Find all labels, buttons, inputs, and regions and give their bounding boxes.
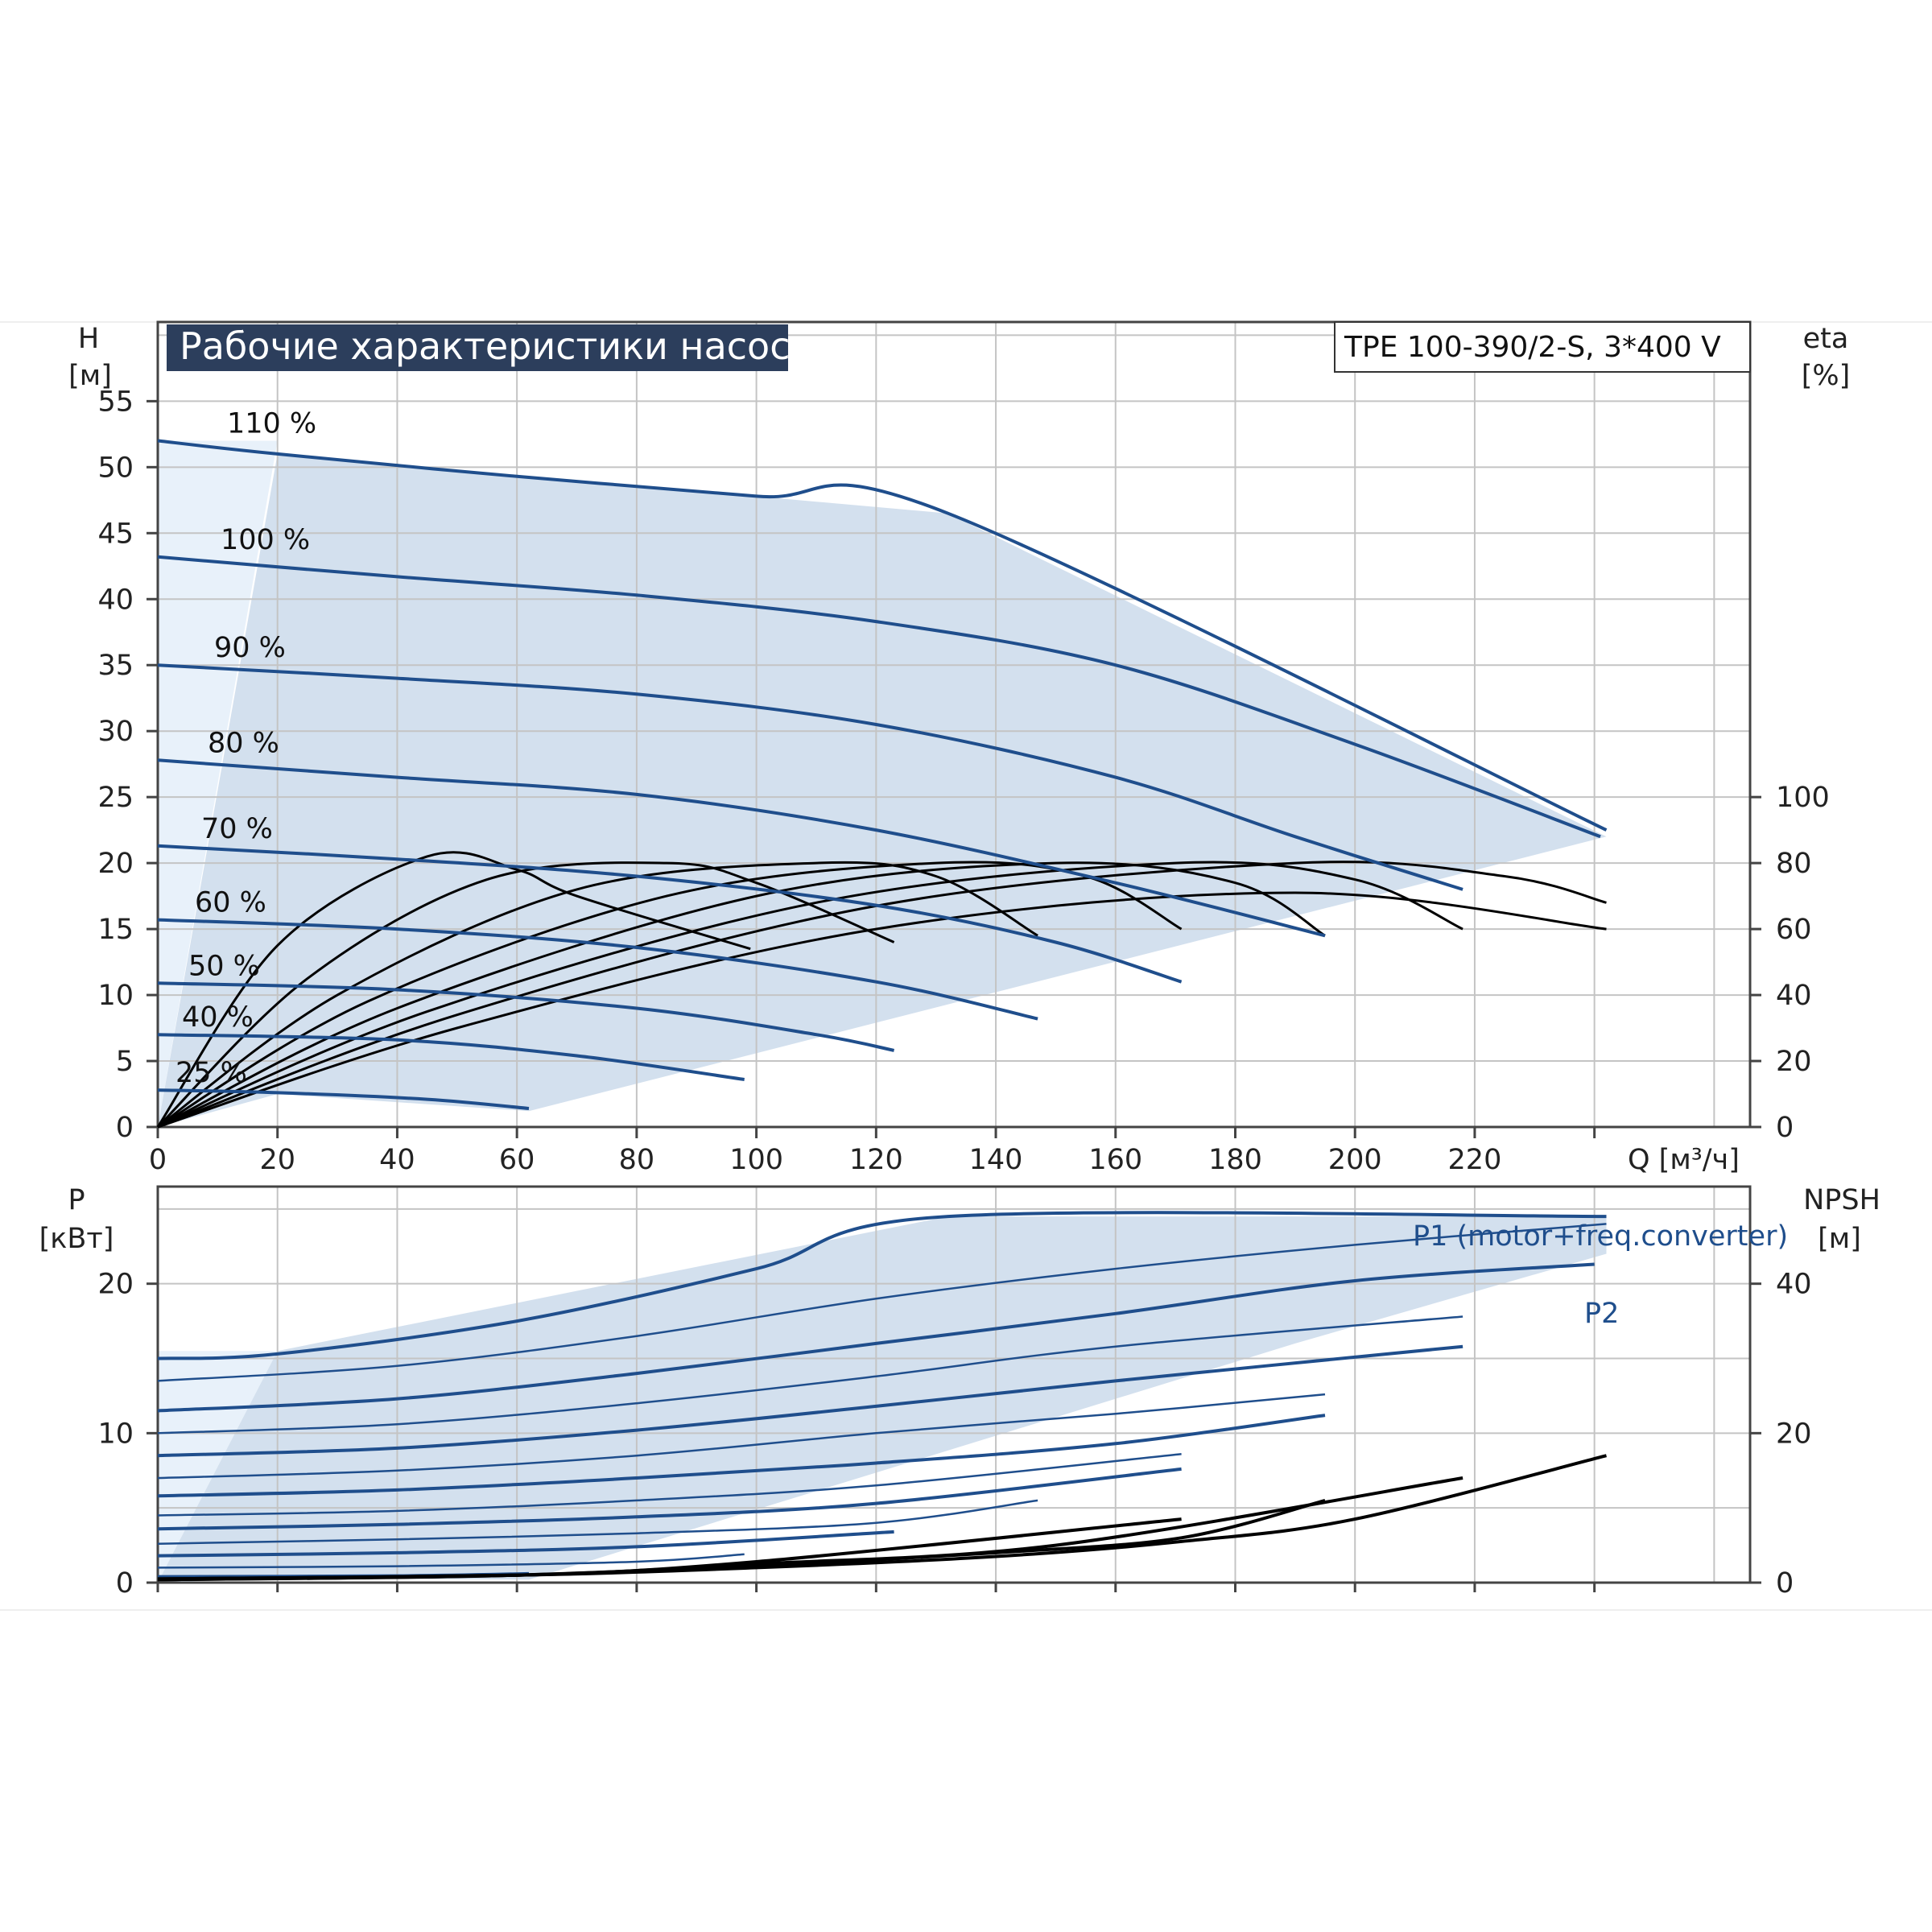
head-plot-frame bbox=[156, 320, 1752, 1129]
p-axis-title: P bbox=[68, 1184, 85, 1216]
power-curve bbox=[157, 1414, 1326, 1498]
speed-label: 100 % bbox=[221, 524, 310, 556]
y-tick-label: 30 bbox=[97, 716, 134, 748]
speed-label: 70 % bbox=[201, 813, 273, 845]
y-axis-title: H bbox=[78, 323, 99, 355]
p1-series-label: P1 (motor+freq.converter) bbox=[1413, 1220, 1788, 1253]
y-tick-label: 25 bbox=[97, 782, 134, 814]
speed-label: 25 % bbox=[175, 1057, 247, 1089]
y-tick-label: 0 bbox=[116, 1112, 134, 1144]
speed-label: 60 % bbox=[195, 887, 266, 919]
head-curve bbox=[157, 663, 1463, 891]
y2-tick-label: 100 bbox=[1776, 782, 1830, 814]
y-tick-label: 20 bbox=[97, 848, 134, 880]
x-axis-title: Q [м³/ч] bbox=[1628, 1144, 1740, 1176]
power-curve bbox=[157, 1223, 1607, 1382]
y2-tick-label: 0 bbox=[1776, 1112, 1794, 1144]
y-tick-label: 10 bbox=[97, 980, 134, 1012]
power-curve bbox=[157, 1467, 1182, 1531]
npsh-axis-title: NPSH bbox=[1803, 1184, 1880, 1216]
low-flow-band bbox=[158, 440, 278, 1127]
efficiency-curve bbox=[157, 861, 1607, 1129]
head-curve bbox=[157, 555, 1601, 839]
y2-tick-label: 80 bbox=[1776, 848, 1812, 880]
x-tick-label: 80 bbox=[619, 1144, 655, 1176]
head-curve bbox=[157, 918, 1038, 1021]
power-curve bbox=[157, 1211, 1607, 1360]
power-curve bbox=[157, 1553, 745, 1569]
head-plot: 0 5 10 15 20 25 30 35 40 45 50 55 0 20 40 60 80 100 0 20 40 6… bbox=[97, 320, 1830, 1176]
head-curve bbox=[157, 439, 1608, 832]
p-tick-label: 10 bbox=[97, 1418, 134, 1450]
head-curve bbox=[157, 1088, 530, 1110]
power-plot: 0 10 20 0 20 40 bbox=[97, 1185, 1812, 1600]
y-tick-label: 35 bbox=[97, 650, 134, 682]
x-tick-label: 0 bbox=[149, 1144, 167, 1176]
x-tick-label: 200 bbox=[1328, 1144, 1382, 1176]
power-curve bbox=[157, 1315, 1463, 1435]
head-curve bbox=[157, 844, 1183, 984]
power-plot-frame bbox=[156, 1185, 1752, 1584]
power-curve bbox=[157, 1499, 1038, 1545]
model-box bbox=[1334, 321, 1751, 373]
npsh-tick-label: 40 bbox=[1776, 1269, 1812, 1301]
npsh-tick-label: 0 bbox=[1776, 1567, 1794, 1600]
p-tick-label: 0 bbox=[116, 1567, 134, 1600]
efficiency-curve bbox=[156, 861, 895, 1129]
y-tick-label: 40 bbox=[97, 584, 134, 616]
x-tick-label: 180 bbox=[1208, 1144, 1262, 1176]
y2-tick-label: 40 bbox=[1776, 980, 1812, 1012]
x-tick-label: 160 bbox=[1088, 1144, 1142, 1176]
speed-label: 90 % bbox=[214, 632, 286, 664]
head-curve bbox=[157, 981, 895, 1052]
y-tick-label: 50 bbox=[97, 452, 134, 484]
speed-label: 110 % bbox=[227, 408, 316, 440]
operating-area bbox=[158, 453, 1607, 1127]
x-tick-label: 20 bbox=[259, 1144, 295, 1176]
y2-axis-unit: [%] bbox=[1802, 360, 1851, 392]
y2-tick-label: 20 bbox=[1776, 1046, 1812, 1078]
y-axis-unit: [м] bbox=[68, 360, 112, 392]
speed-label: 50 % bbox=[188, 950, 260, 982]
x-tick-label: 120 bbox=[849, 1144, 903, 1176]
efficiency-curve bbox=[157, 861, 1326, 1129]
efficiency-curve bbox=[156, 851, 751, 1128]
power-curve bbox=[157, 1393, 1326, 1480]
x-tick-label: 40 bbox=[379, 1144, 415, 1176]
x-tick-label: 100 bbox=[729, 1144, 783, 1176]
efficiency-curve bbox=[157, 861, 1463, 1129]
model-label: TPE 100-390/2-S, 3*400 V bbox=[1344, 331, 1721, 364]
power-curve bbox=[157, 1530, 894, 1558]
y-tick-label: 55 bbox=[97, 386, 134, 418]
npsh-tick-label: 20 bbox=[1776, 1418, 1812, 1450]
npsh-curve bbox=[157, 1517, 1182, 1582]
head-curve bbox=[157, 758, 1326, 938]
y2-tick-label: 60 bbox=[1776, 914, 1812, 946]
p-tick-label: 20 bbox=[97, 1269, 134, 1301]
operating-area bbox=[158, 1216, 1607, 1583]
efficiency-curve bbox=[157, 891, 1607, 1129]
y-tick-label: 5 bbox=[116, 1046, 134, 1078]
efficiency-curve bbox=[157, 861, 1038, 1129]
head-curve bbox=[157, 1033, 745, 1081]
speed-label: 40 % bbox=[182, 1001, 254, 1034]
power-curve bbox=[157, 1262, 1595, 1413]
power-curve bbox=[157, 1344, 1463, 1458]
p-axis-unit: [кВт] bbox=[39, 1223, 114, 1255]
x-tick-label: 140 bbox=[969, 1144, 1023, 1176]
p2-series-label: P2 bbox=[1584, 1298, 1619, 1330]
npsh-axis-unit: [м] bbox=[1818, 1223, 1861, 1255]
power-curve bbox=[157, 1453, 1182, 1517]
x-tick-label: 60 bbox=[499, 1144, 535, 1176]
chart-title: Рабочие характеристики насоса bbox=[180, 324, 813, 368]
speed-label: 80 % bbox=[208, 727, 279, 759]
y-tick-label: 15 bbox=[97, 914, 134, 946]
x-tick-label: 220 bbox=[1448, 1144, 1502, 1176]
y2-axis-title: eta bbox=[1803, 323, 1849, 355]
title-background bbox=[167, 324, 788, 371]
y-tick-label: 45 bbox=[97, 518, 134, 550]
